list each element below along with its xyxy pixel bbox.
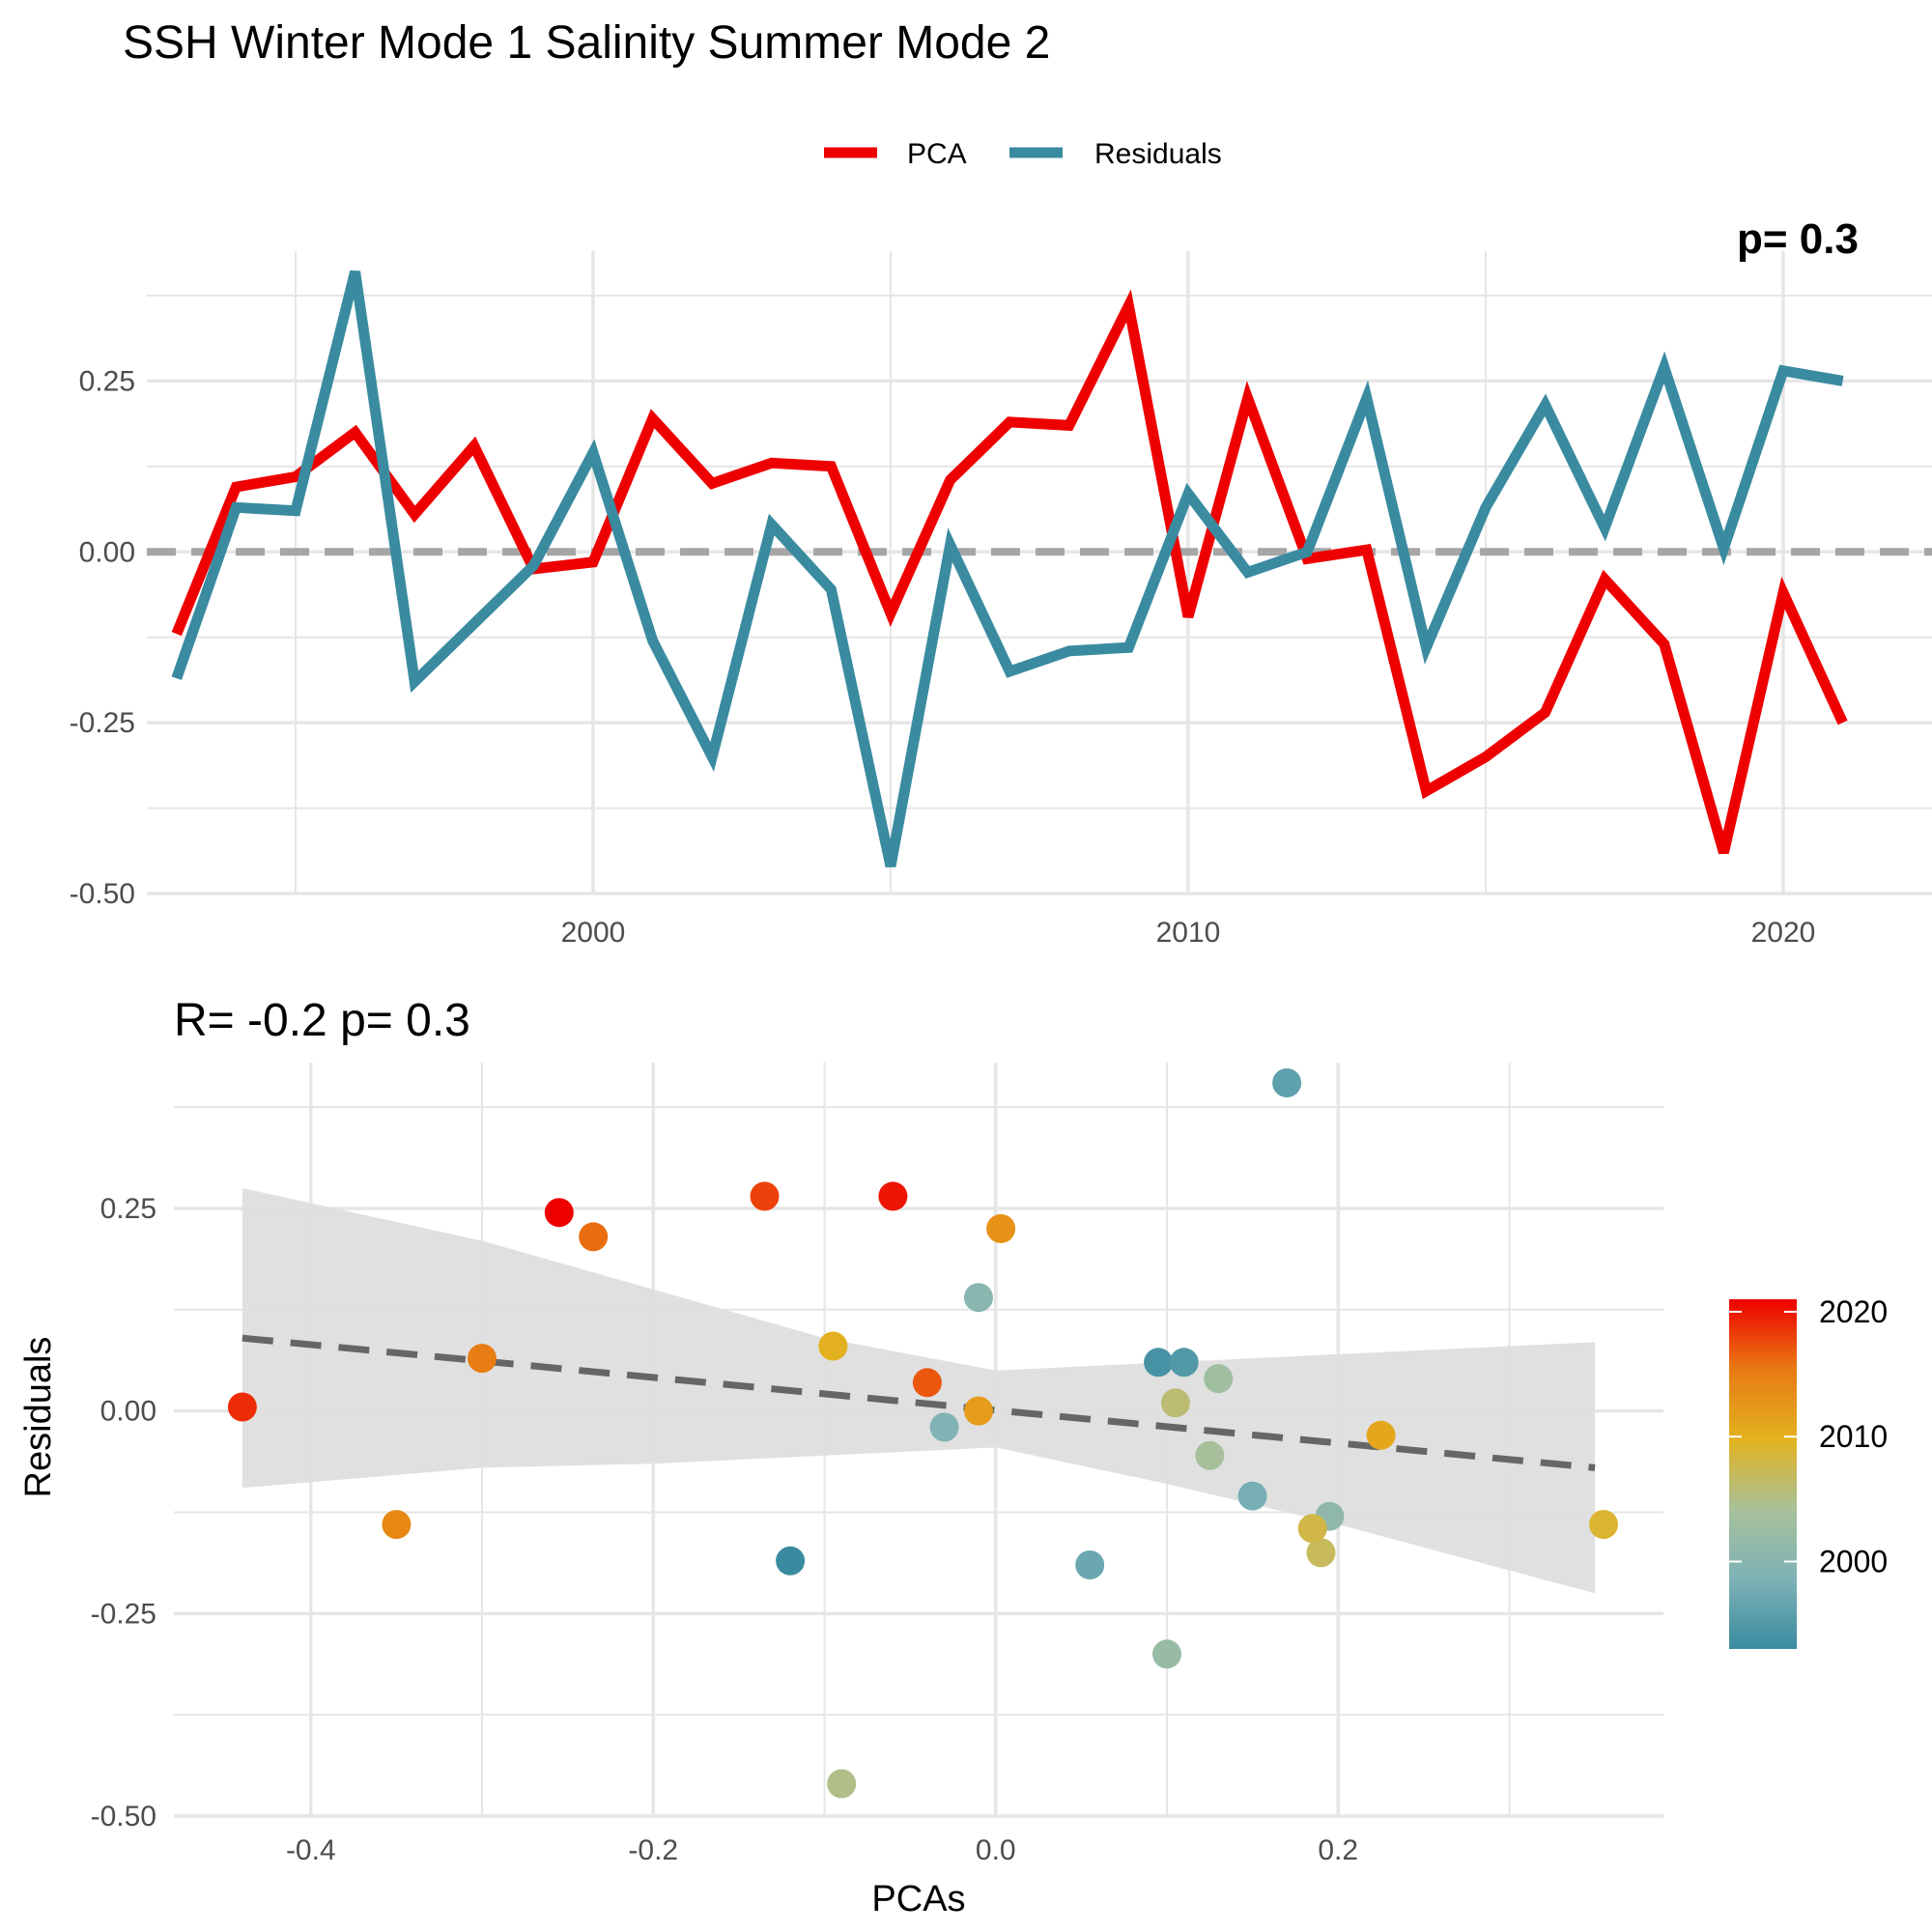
scatter-point bbox=[878, 1181, 908, 1211]
scatter-point bbox=[1589, 1510, 1618, 1540]
y-axis-title: Residuals bbox=[18, 1337, 59, 1498]
colorbar-tick-labels: 2000 2010 2020 bbox=[1729, 1294, 1888, 1579]
residuals-series-line bbox=[171, 270, 1844, 867]
figure-title: SSH Winter Mode 1 Salinity Summer Mode 2 bbox=[123, 17, 1050, 69]
pca-series-line bbox=[171, 289, 1848, 855]
scatter-title: R= -0.2 p= 0.3 bbox=[174, 995, 470, 1046]
scatter-point bbox=[1204, 1364, 1234, 1394]
scatter-y-tick-labels: -0.50 -0.25 0.00 0.25 bbox=[91, 1193, 156, 1833]
x-tick-label: 2000 bbox=[561, 917, 626, 949]
scatter-point bbox=[912, 1368, 942, 1398]
y-tick-label: -0.25 bbox=[91, 1598, 156, 1630]
colorbar-tick-label: 2020 bbox=[1819, 1294, 1888, 1329]
scatter-point bbox=[1195, 1440, 1225, 1470]
year-colorbar: 2000 2010 2020 bbox=[1729, 1294, 1888, 1649]
regression-fit-line bbox=[242, 1334, 1596, 1471]
scatter-point bbox=[1075, 1550, 1105, 1579]
timeseries-x-tick-labels: 2000 2010 2020 bbox=[561, 917, 1816, 949]
colorbar-tick-label: 2000 bbox=[1819, 1545, 1888, 1579]
legend-label-residuals: Residuals bbox=[1094, 138, 1222, 170]
x-tick-label: 2010 bbox=[1156, 917, 1221, 949]
scatter-point bbox=[1272, 1068, 1302, 1097]
colorbar-tick-label: 2010 bbox=[1819, 1419, 1888, 1454]
scatter-point bbox=[964, 1283, 993, 1313]
timeseries-panel: p= 0.3 -0.50 -0.25 0.00 0.25 2000 2010 2020 bbox=[70, 215, 1932, 949]
x-tick-label: 2020 bbox=[1751, 917, 1816, 949]
y-tick-label: 0.00 bbox=[100, 1396, 156, 1428]
scatter-point bbox=[827, 1769, 857, 1799]
scatter-point bbox=[544, 1198, 574, 1228]
timeseries-grid bbox=[147, 251, 1932, 895]
y-tick-label: 0.25 bbox=[79, 365, 135, 397]
scatter-point bbox=[1237, 1481, 1267, 1511]
scatter-point bbox=[1366, 1420, 1396, 1450]
scatter-point bbox=[750, 1181, 780, 1211]
scatter-point bbox=[818, 1331, 848, 1361]
y-tick-label: 0.25 bbox=[100, 1193, 156, 1225]
scatter-panel: R= -0.2 p= 0.3 -0.50-0.250.000.25 -0.4 -0… bbox=[18, 995, 1663, 1919]
scatter-point bbox=[1297, 1514, 1327, 1544]
scatter-x-tick-labels: -0.4 -0.2 0.0 0.2 bbox=[286, 1834, 1358, 1866]
scatter-point bbox=[227, 1392, 257, 1422]
legend-label-pca: PCA bbox=[907, 138, 967, 170]
scatter-point bbox=[1152, 1639, 1181, 1669]
scatter-point bbox=[382, 1510, 412, 1540]
scatter-point bbox=[964, 1396, 993, 1426]
scatter-point bbox=[986, 1213, 1016, 1243]
scatter-point bbox=[1144, 1348, 1174, 1378]
scatter-point bbox=[1160, 1388, 1190, 1418]
x-axis-title: PCAs bbox=[871, 1879, 965, 1919]
x-tick-label: -0.2 bbox=[628, 1834, 678, 1866]
x-tick-label: 0.2 bbox=[1318, 1834, 1358, 1866]
scatter-point bbox=[1169, 1348, 1199, 1378]
legend: PCA Residuals bbox=[824, 138, 1222, 170]
x-tick-label: 0.0 bbox=[976, 1834, 1016, 1866]
scatter-point bbox=[776, 1546, 806, 1576]
y-tick-label: -0.50 bbox=[70, 878, 135, 910]
colorbar-gradient bbox=[1729, 1299, 1797, 1649]
corner-annotation: p= 0.3 bbox=[1737, 215, 1859, 263]
scatter-point bbox=[1306, 1538, 1336, 1568]
scatter-point bbox=[579, 1222, 609, 1252]
timeseries-y-tick-labels: -0.50 -0.25 0.00 0.25 bbox=[70, 365, 135, 910]
scatter-point bbox=[468, 1344, 497, 1374]
y-tick-label: 0.00 bbox=[79, 536, 135, 568]
scatter-point bbox=[929, 1412, 959, 1442]
y-tick-label: -0.25 bbox=[70, 707, 135, 739]
y-tick-label: -0.50 bbox=[91, 1801, 156, 1833]
x-tick-label: -0.4 bbox=[286, 1834, 336, 1866]
scatter-points bbox=[227, 1068, 1618, 1799]
